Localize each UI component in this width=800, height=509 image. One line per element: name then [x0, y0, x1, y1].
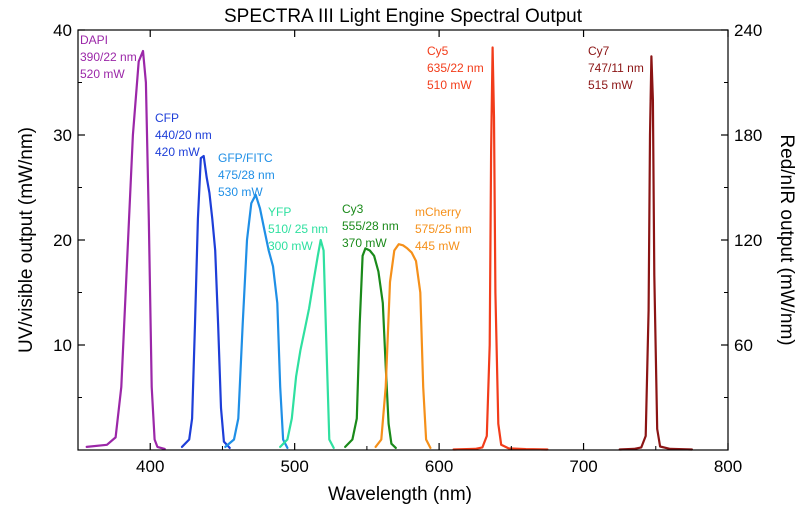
series-yfp: YFP 510/ 25 nm 300 mW: [268, 205, 335, 449]
series-cy3: Cy3 555/28 nm 370 mW: [342, 202, 399, 449]
y-left-tick-label: 20: [53, 231, 72, 250]
series-annotation: YFP: [268, 205, 291, 219]
series-annotation: Cy5: [427, 44, 449, 58]
y-axis-left-label: UV/visible output (mW/nm): [16, 127, 37, 353]
series-cy5: Cy5 635/22 nm 510 mW: [427, 44, 549, 451]
plot-frame: [77, 29, 729, 451]
series-dapi: DAPI 390/22 nm 520 mW: [80, 33, 166, 450]
series-annotation: 515 mW: [588, 78, 633, 92]
x-tick-label: 400: [136, 457, 164, 476]
y-left-tick-label: 40: [53, 21, 72, 40]
series-annotation: 370 mW: [342, 236, 387, 250]
series-annotation: 390/22 nm: [80, 50, 137, 64]
series-annotation: 635/22 nm: [427, 61, 484, 75]
y-right-tick-label: 120: [734, 231, 762, 250]
series-line: [180, 154, 231, 449]
y-right-tick-label: 180: [734, 126, 762, 145]
series-gfp-fitc: GFP/FITC 475/28 nm 530 mW: [218, 151, 289, 449]
chart-title: SPECTRA III Light Engine Spectral Output: [224, 6, 583, 27]
series-line: [224, 193, 289, 449]
series-line: [374, 243, 432, 449]
y-left-tick-label: 10: [53, 336, 72, 355]
series-annotation: 510/ 25 nm: [268, 222, 328, 236]
x-axis-label: Wavelength (nm): [328, 484, 472, 505]
y-axis-right-label: Red/nIR output (mW/nm): [776, 134, 797, 345]
series-annotation: 747/11 nm: [588, 61, 644, 75]
series-annotation: 575/25 nm: [415, 222, 472, 236]
series-mcherry: mCherry 575/25 nm 445 mW: [374, 205, 472, 449]
x-tick-label: 500: [280, 457, 308, 476]
series-annotation: 475/28 nm: [218, 168, 275, 182]
series-annotation: 440/20 nm: [155, 128, 212, 142]
y-right-tick-label: 240: [734, 21, 762, 40]
series-cfp: CFP 440/20 nm 420 mW: [155, 111, 231, 449]
series-annotation: Cy3: [342, 202, 364, 216]
series-cy7: Cy7 747/11 nm 515 mW: [588, 44, 693, 451]
series-line: [452, 46, 549, 451]
series-line: [618, 55, 693, 451]
series-line: [279, 238, 335, 449]
axes: 400 500 600 700 800 10 20 30 40 60 120 180 240: [53, 21, 762, 476]
x-tick-label: 600: [425, 457, 453, 476]
series-annotation: 510 mW: [427, 78, 472, 92]
series-annotation: 530 mW: [218, 185, 263, 199]
series-annotation: mCherry: [415, 205, 461, 219]
x-tick-label: 700: [569, 457, 597, 476]
series-annotation: 300 mW: [268, 239, 313, 253]
series-line: [344, 247, 397, 449]
plot-area: DAPI 390/22 nm 520 mW CFP 440/20 nm 420 mW GFP…: [80, 33, 693, 451]
series-annotation: 420 mW: [155, 145, 200, 159]
series-line: [85, 49, 166, 450]
series-annotation: GFP/FITC: [218, 151, 273, 165]
series-annotation: DAPI: [80, 33, 108, 47]
y-left-tick-label: 30: [53, 126, 72, 145]
series-annotation: 520 mW: [80, 67, 125, 81]
series-annotation: 445 mW: [415, 239, 460, 253]
series-annotation: Cy7: [588, 44, 610, 58]
y-right-tick-label: 60: [734, 336, 753, 355]
x-tick-label: 800: [714, 457, 742, 476]
series-annotation: 555/28 nm: [342, 219, 399, 233]
series-annotation: CFP: [155, 111, 179, 125]
